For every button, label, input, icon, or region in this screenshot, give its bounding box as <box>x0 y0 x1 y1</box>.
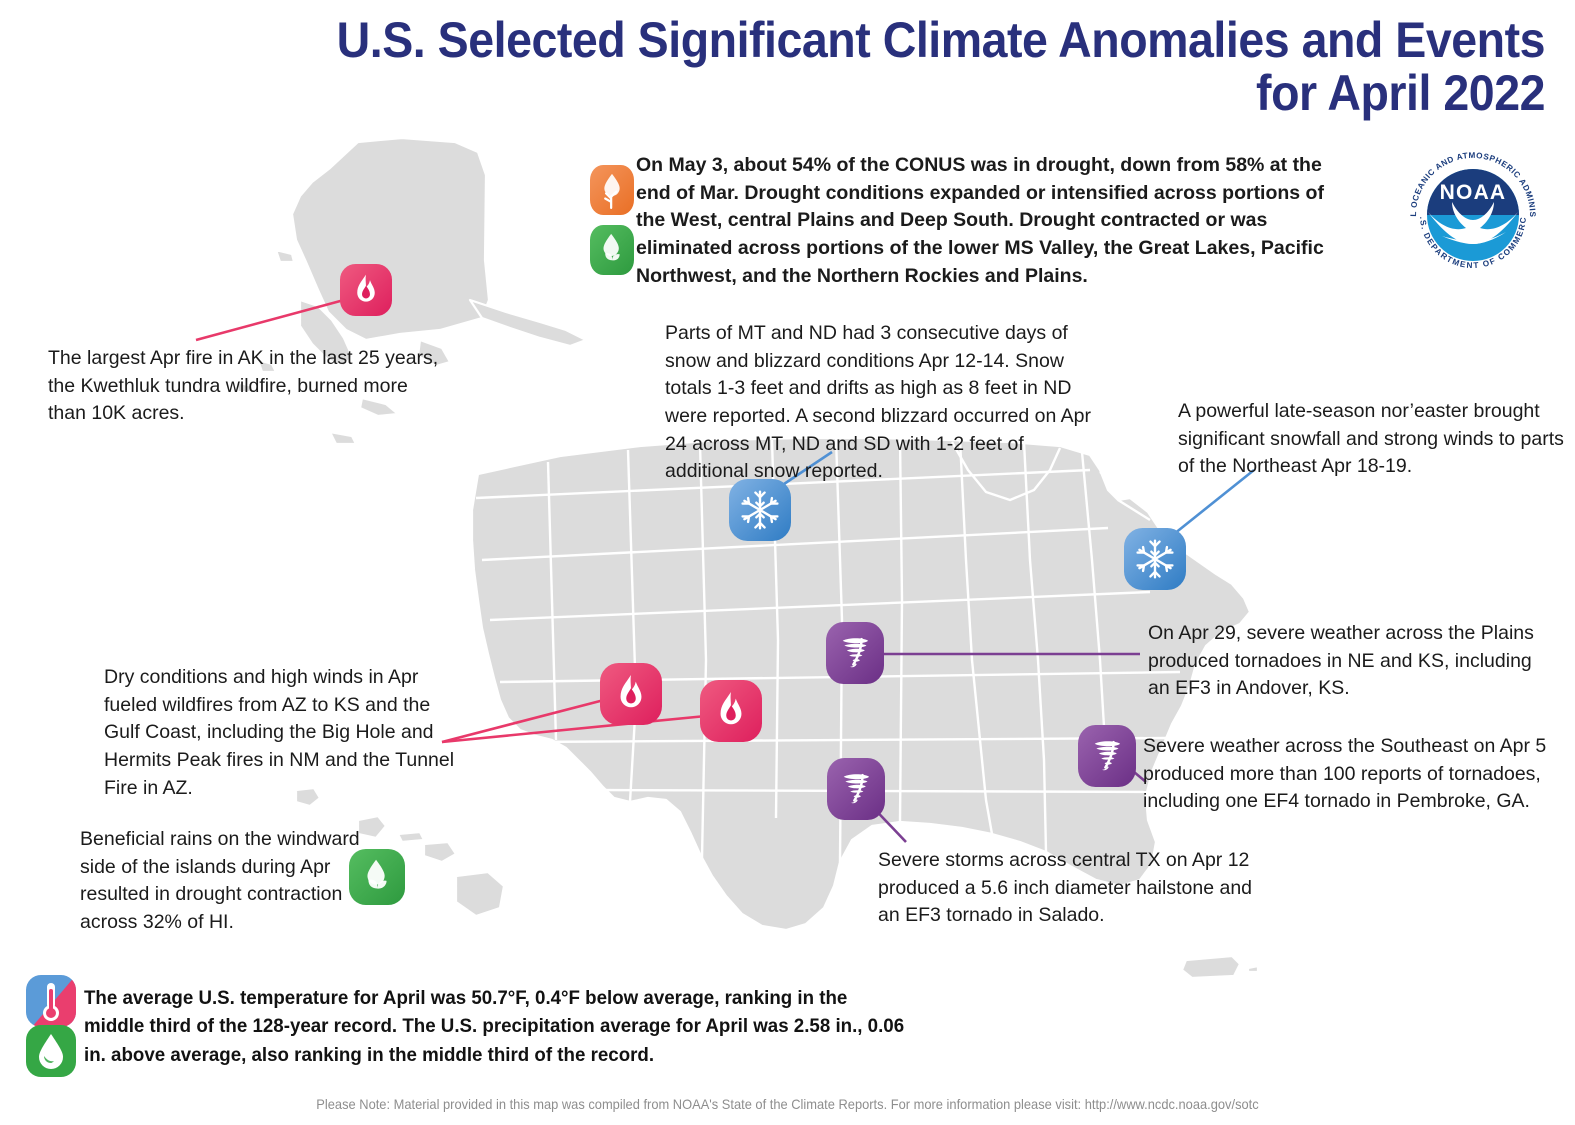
leader-wildfire-az <box>441 714 707 744</box>
border-northeast-2 <box>1117 498 1151 522</box>
leader-wildfire-nm <box>441 698 605 744</box>
border-northeast-1 <box>1099 471 1133 499</box>
annotation-hawaii-rain: Beneficial rains on the windward side of… <box>80 828 360 934</box>
leader-alaska-fire <box>195 298 345 342</box>
precipitation-droplet-icon <box>26 1025 76 1077</box>
border-east-vertical-2 <box>1080 451 1108 761</box>
annotation-drought: On May 3, about 54% of the CONUS was in … <box>636 154 1324 287</box>
page-title-line1: U.S. Selected Significant Climate Anomal… <box>336 12 1546 68</box>
az-fire-icon <box>700 680 762 742</box>
drought-expand-icon <box>590 165 634 215</box>
border-mississippi <box>958 439 994 835</box>
thermometer-icon <box>26 975 76 1027</box>
annotation-southeast-tornado: Severe weather across the Southeast on A… <box>1143 735 1547 813</box>
conus-outline <box>470 436 1252 932</box>
state-hawaii-molokai <box>396 830 426 844</box>
alaska-fire-icon <box>340 264 392 316</box>
state-hawaii-bigisland <box>454 870 506 918</box>
southeast-tornado-icon <box>1078 725 1136 787</box>
alaska-island-3 <box>234 380 256 394</box>
border-horizontal-3 <box>489 590 1151 622</box>
alaska-island-2 <box>256 358 278 374</box>
state-hawaii-kauai <box>294 786 322 808</box>
noaa-wordmark: NOAA <box>1440 181 1507 204</box>
annotation-wildfires: Dry conditions and high winds in Apr fue… <box>104 666 455 799</box>
alaska-panhandle <box>468 298 588 348</box>
annotation-blizzard: Parts of MT and ND had 3 consecutive day… <box>665 322 1091 483</box>
territory-puerto-rico <box>1180 954 1242 980</box>
border-greatlakes <box>950 441 1062 502</box>
alaska-island-4 <box>358 396 400 418</box>
annotation-plains-tornado: On Apr 29, severe weather across the Pla… <box>1148 622 1534 700</box>
annotation-alaska-fire: The largest Apr fire in AK in the last 2… <box>48 347 439 425</box>
leader-noreaster <box>1173 468 1255 536</box>
state-hawaii-oahu <box>356 814 388 840</box>
alaska-island-5 <box>328 430 358 446</box>
nm-fire-icon <box>600 663 662 725</box>
border-west-vertical-3 <box>698 443 708 859</box>
page-title-line2: for April 2022 <box>1256 65 1545 121</box>
border-plains-vertical-2 <box>898 437 904 823</box>
border-horizontal-5 <box>523 736 1167 744</box>
plains-tornado-icon <box>826 622 884 684</box>
page-title: U.S. Selected Significant Climate Anomal… <box>108 12 1546 121</box>
summary-text: The average U.S. temperature for April w… <box>84 987 905 1066</box>
border-horizontal-2 <box>481 526 1109 562</box>
alaska-island-1 <box>274 248 296 264</box>
noaa-logo: NATIONAL OCEANIC AND ATMOSPHERIC ADMINIS… <box>1398 140 1536 273</box>
state-hawaii-maui <box>422 840 458 864</box>
blizzard-icon <box>729 479 791 541</box>
footer-note: Please Note: Material provided in this m… <box>316 1096 1259 1112</box>
territory-vieques <box>1246 964 1260 974</box>
texas-tornado-icon <box>827 758 885 820</box>
annotation-texas-storms: Severe storms across central TX on Apr 1… <box>878 849 1253 927</box>
annotation-noreaster: A powerful late-season nor’easter brough… <box>1178 400 1564 478</box>
border-west-vertical-1 <box>546 461 558 741</box>
drought-contract-icon <box>590 225 634 275</box>
alaska-aleutians-1 <box>298 298 354 368</box>
hawaii-rain-icon <box>349 849 405 905</box>
noreaster-icon <box>1124 528 1186 590</box>
alaska-kodiak <box>416 338 452 368</box>
